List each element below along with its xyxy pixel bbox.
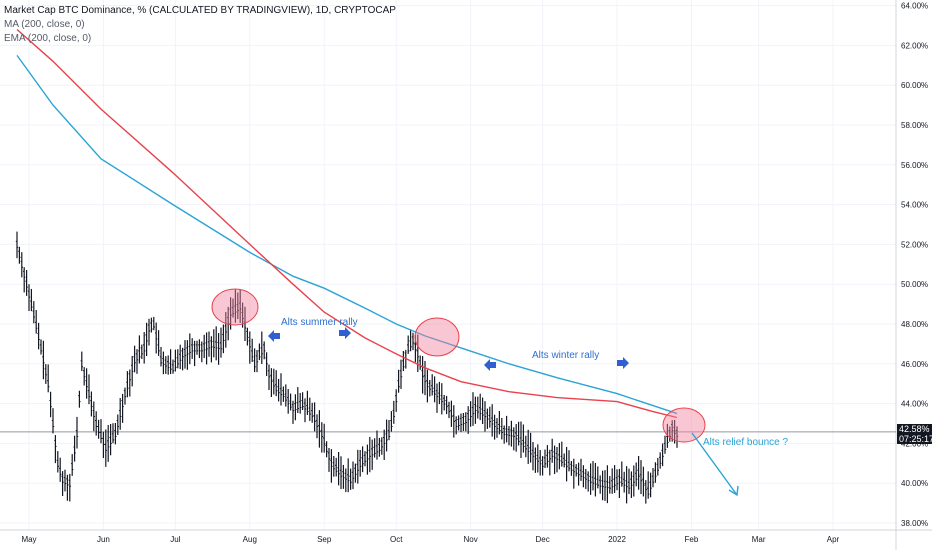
x-tick-label: Mar bbox=[752, 535, 766, 544]
y-tick-label: 46.00% bbox=[901, 360, 928, 369]
y-tick-label: 50.00% bbox=[901, 280, 928, 289]
y-tick-label: 54.00% bbox=[901, 201, 928, 210]
projection-arrowhead bbox=[728, 485, 739, 497]
y-tick-label: 60.00% bbox=[901, 81, 928, 90]
current-price-value: 42.58% bbox=[899, 424, 930, 434]
legend-title: Market Cap BTC Dominance, % (CALCULATED … bbox=[4, 5, 396, 16]
y-tick-label: 48.00% bbox=[901, 320, 928, 329]
legend-ema: EMA (200, close, 0) bbox=[4, 33, 92, 44]
x-tick-label: Nov bbox=[463, 535, 477, 544]
y-tick-label: 40.00% bbox=[901, 479, 928, 488]
highlight-circle-winter-top[interactable] bbox=[414, 317, 460, 357]
y-tick-label: 44.00% bbox=[901, 400, 928, 409]
x-tick-label: Oct bbox=[390, 535, 403, 544]
highlight-circle-current[interactable] bbox=[662, 407, 706, 443]
annotation-summer: Alts summer rally bbox=[281, 317, 358, 328]
legend-ma: MA (200, close, 0) bbox=[4, 19, 85, 30]
x-tick-label: May bbox=[21, 535, 36, 544]
x-tick-label: Apr bbox=[827, 535, 840, 544]
y-tick-label: 38.00% bbox=[901, 519, 928, 528]
y-tick-label: 52.00% bbox=[901, 240, 928, 249]
ema-line bbox=[16, 54, 678, 415]
chart-legend: Market Cap BTC Dominance, % (CALCULATED … bbox=[4, 4, 396, 46]
x-tick-label: Dec bbox=[535, 535, 549, 544]
current-price-countdown: 07:25:17 bbox=[899, 434, 932, 444]
annotation-relief: Alts relief bounce ? bbox=[703, 437, 788, 448]
y-tick-label: 64.00% bbox=[901, 2, 928, 11]
x-tick-label: Aug bbox=[243, 535, 257, 544]
arrow-left-summer[interactable] bbox=[268, 330, 280, 342]
y-tick-label: 58.00% bbox=[901, 121, 928, 130]
x-tick-label: Sep bbox=[317, 535, 332, 544]
x-tick-label: Jul bbox=[170, 535, 180, 544]
y-tick-label: 62.00% bbox=[901, 41, 928, 50]
x-tick-label: Feb bbox=[685, 535, 699, 544]
arrow-right-winter[interactable] bbox=[617, 357, 629, 369]
annotation-winter: Alts winter rally bbox=[532, 350, 599, 361]
arrow-right-summer[interactable] bbox=[339, 327, 351, 339]
y-tick-label: 56.00% bbox=[901, 161, 928, 170]
plot-background bbox=[0, 0, 896, 530]
arrow-left-winter[interactable] bbox=[484, 359, 496, 371]
highlight-circle-summer-top[interactable] bbox=[211, 288, 259, 326]
x-tick-label: Jun bbox=[97, 535, 110, 544]
x-tick-label: 2022 bbox=[608, 535, 626, 544]
ma-line bbox=[16, 28, 678, 419]
current-price-tag: 42.58% 07:25:17 bbox=[897, 424, 932, 444]
projection-line[interactable] bbox=[691, 432, 738, 496]
